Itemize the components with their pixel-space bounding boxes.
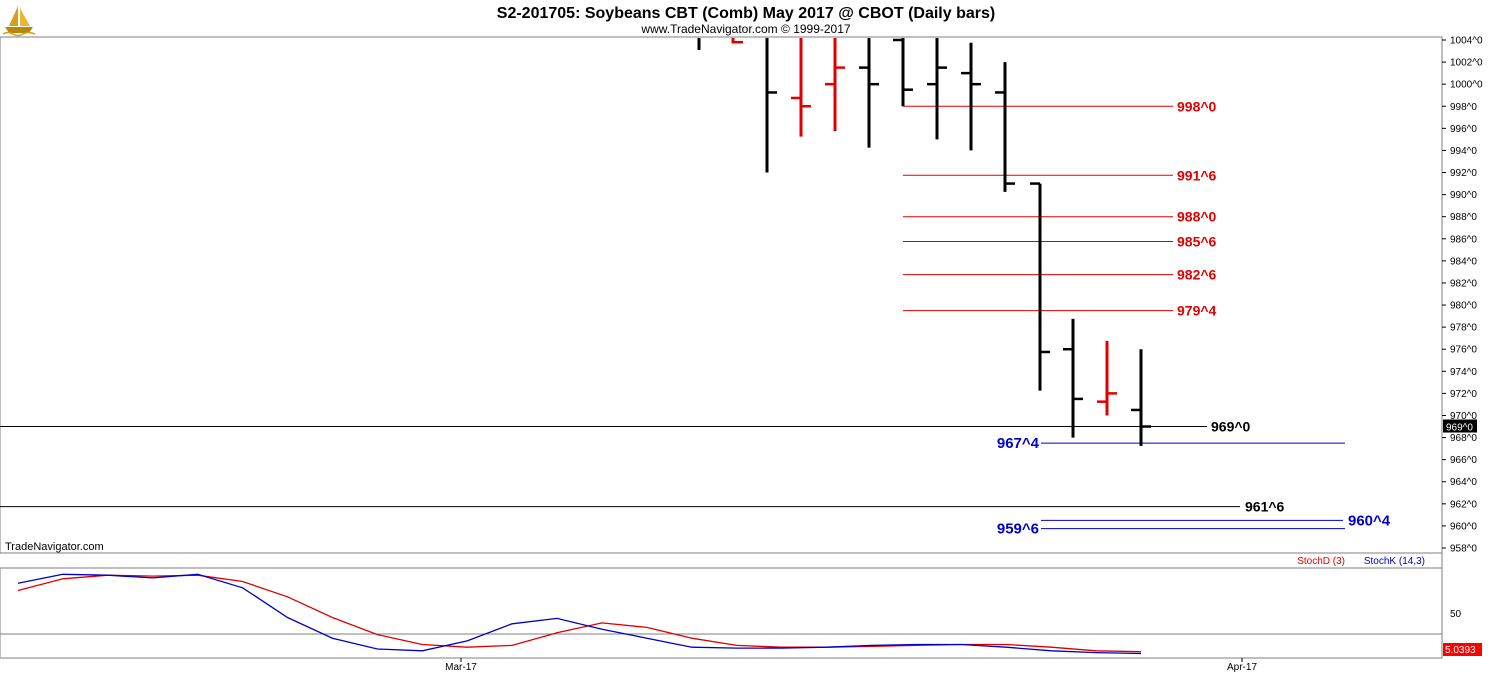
stoch-lines: 50 5.0393 [0, 573, 1482, 656]
x-axis: Mar-17 Apr-17 [445, 658, 1257, 673]
ohlc-bar [859, 38, 879, 148]
ohlc-bar [995, 62, 1015, 192]
ohlc-bar [1131, 349, 1151, 446]
stoch-panel [0, 567, 1443, 659]
resistance-label: 982^6 [1177, 267, 1217, 283]
price-tick-label: 998^0 [1450, 102, 1477, 113]
price-tick-label: 986^0 [1450, 234, 1477, 245]
chart-title: S2-201705: Soybeans CBT (Comb) May 2017 … [497, 5, 995, 22]
copyright-text: www.TradeNavigator.com © 1999-2017 [640, 22, 850, 36]
ohlc-bar [1097, 340, 1117, 416]
price-tick-label: 994^0 [1450, 146, 1477, 157]
price-bars [697, 38, 1151, 446]
ohlc-bar [961, 42, 981, 151]
stochk-legend: StochK (14,3) [1364, 556, 1425, 567]
price-tick-label: 984^0 [1450, 256, 1477, 267]
price-tick-label: 1002^0 [1450, 58, 1483, 69]
price-tick-label: 978^0 [1450, 323, 1477, 334]
price-tick-label: 960^0 [1450, 521, 1477, 532]
support-label: 959^6 [997, 521, 1039, 538]
support-label: 967^4 [997, 435, 1040, 452]
reference-label: 961^6 [1245, 499, 1285, 515]
ohlc-bar [731, 38, 743, 44]
ohlc-bar [927, 38, 947, 140]
price-tick-label: 988^0 [1450, 212, 1477, 223]
price-tick-label: 980^0 [1450, 301, 1477, 312]
price-tick-label: 1000^0 [1450, 80, 1483, 91]
price-tick-label: 962^0 [1450, 499, 1477, 510]
price-tick-label: 958^0 [1450, 544, 1477, 555]
price-tick-label: 982^0 [1450, 278, 1477, 289]
ohlc-bar [1063, 318, 1083, 438]
price-tick-label: 976^0 [1450, 345, 1477, 356]
stoch-value-label: 5.0393 [1445, 645, 1476, 656]
ohlc-bar [825, 38, 845, 132]
stochd-legend: StochD (3) [1297, 556, 1345, 567]
price-tick-label: 972^0 [1450, 389, 1477, 400]
x-tick-label: Mar-17 [445, 662, 477, 673]
stochk-series-line [17, 573, 1142, 655]
support-label: 960^4 [1348, 512, 1391, 529]
resistance-label: 991^6 [1177, 167, 1217, 183]
price-axis: 1004^0 1002^0 1000^0 998^0 996^0 994^0 992^0 99… [1442, 36, 1483, 555]
resistance-label: 998^0 [1177, 98, 1217, 114]
price-tick-label: 964^0 [1450, 477, 1477, 488]
resistance-label: 988^0 [1177, 209, 1217, 225]
price-tick-label: 996^0 [1450, 124, 1477, 135]
price-tick-label: 968^0 [1450, 433, 1477, 444]
resistance-label: 985^6 [1177, 234, 1217, 250]
price-tick-label: 992^0 [1450, 168, 1477, 179]
ohlc-bar [765, 38, 777, 173]
stoch-value-box [1443, 643, 1482, 656]
current-price-box [1443, 419, 1477, 433]
sailboat-logo-icon [2, 6, 36, 37]
price-tick-label: 966^0 [1450, 455, 1477, 466]
current-price-label: 969^0 [1446, 423, 1473, 434]
watermark-text: TradeNavigator.com [5, 541, 104, 553]
price-panel [0, 36, 1443, 554]
price-tick-label: 1004^0 [1450, 36, 1483, 47]
resistance-label: 979^4 [1177, 303, 1217, 319]
price-tick-label: 974^0 [1450, 367, 1477, 378]
price-tick-label: 990^0 [1450, 190, 1477, 201]
ohlc-bar [791, 38, 811, 137]
price-tick-label: 970^0 [1450, 411, 1477, 422]
reference-label: 969^0 [1211, 419, 1251, 435]
x-tick-label: Apr-17 [1227, 662, 1257, 673]
level-lines: 998^0 991^6 988^0 985^6 982^6 979^4 967^4 960^4… [0, 98, 1391, 538]
ohlc-bar [893, 38, 913, 107]
ohlc-bar [1030, 182, 1050, 391]
stoch-axis-label: 50 [1450, 609, 1462, 620]
